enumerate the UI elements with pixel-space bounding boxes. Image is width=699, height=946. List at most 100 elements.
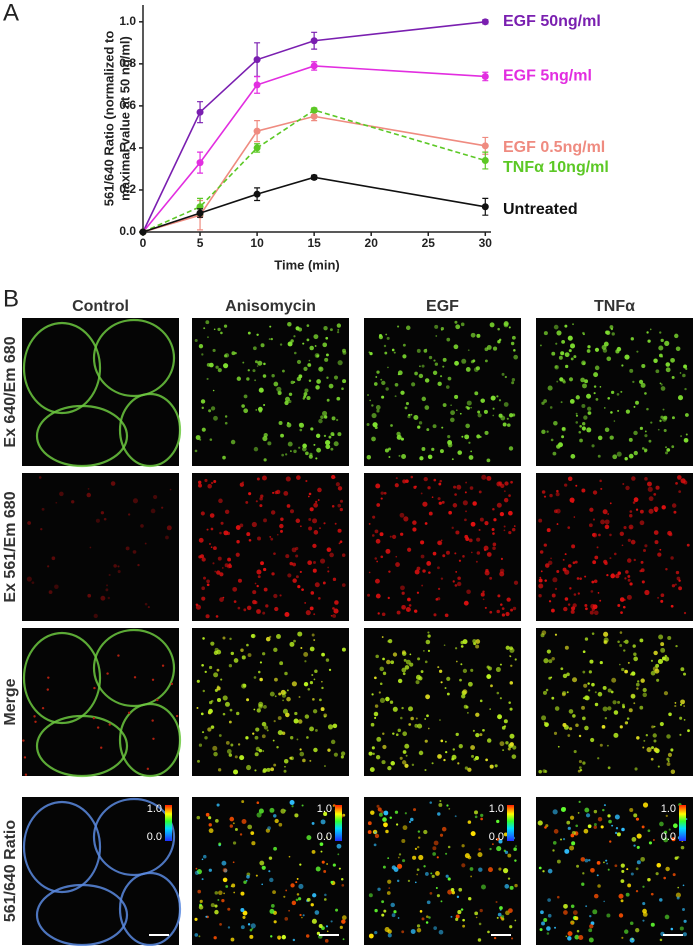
puncta xyxy=(326,548,330,552)
data-point xyxy=(310,37,318,45)
puncta xyxy=(457,581,462,587)
puncta xyxy=(609,533,612,537)
colorbar-label: 0.0 xyxy=(147,831,162,843)
puncta xyxy=(417,723,423,729)
puncta xyxy=(379,697,386,703)
puncta xyxy=(324,357,329,362)
puncta xyxy=(226,564,231,569)
puncta xyxy=(581,404,586,409)
puncta xyxy=(486,458,491,463)
puncta xyxy=(575,412,578,415)
puncta xyxy=(253,346,257,351)
puncta xyxy=(511,754,517,759)
puncta xyxy=(471,754,475,758)
puncta xyxy=(683,672,687,676)
puncta xyxy=(381,900,385,904)
puncta xyxy=(397,678,403,684)
puncta xyxy=(334,522,337,525)
puncta xyxy=(404,743,410,749)
puncta xyxy=(568,349,572,353)
puncta xyxy=(255,874,258,877)
puncta xyxy=(298,374,303,379)
puncta xyxy=(579,438,583,443)
puncta xyxy=(426,561,432,566)
puncta xyxy=(383,909,387,913)
puncta xyxy=(467,820,472,824)
puncta xyxy=(208,700,213,705)
data-point xyxy=(253,127,261,135)
puncta xyxy=(430,872,433,875)
puncta xyxy=(594,691,597,694)
x-tick-label: 30 xyxy=(479,236,493,250)
puncta xyxy=(450,410,456,416)
puncta xyxy=(496,481,502,487)
puncta xyxy=(283,691,287,695)
puncta xyxy=(653,739,657,743)
puncta xyxy=(213,480,217,484)
puncta xyxy=(397,370,403,376)
puncta xyxy=(584,379,589,384)
puncta xyxy=(341,883,345,887)
puncta xyxy=(256,477,260,481)
puncta xyxy=(625,409,631,414)
puncta xyxy=(321,860,325,864)
puncta xyxy=(575,824,579,828)
puncta xyxy=(391,348,395,352)
puncta xyxy=(276,533,279,536)
puncta xyxy=(674,333,679,339)
puncta xyxy=(125,546,130,551)
puncta xyxy=(333,752,338,757)
puncta xyxy=(592,909,598,915)
puncta xyxy=(231,351,236,356)
puncta xyxy=(210,725,215,729)
puncta xyxy=(329,328,333,332)
puncta xyxy=(407,609,409,612)
puncta xyxy=(277,730,283,736)
data-point xyxy=(481,203,489,211)
puncta xyxy=(261,721,267,727)
puncta xyxy=(624,577,627,580)
puncta xyxy=(215,615,219,618)
puncta xyxy=(561,339,566,344)
puncta xyxy=(594,702,599,707)
puncta xyxy=(569,845,575,851)
puncta xyxy=(295,881,298,884)
puncta xyxy=(468,538,473,543)
puncta xyxy=(497,340,501,344)
puncta xyxy=(208,868,212,872)
puncta xyxy=(440,900,443,903)
puncta xyxy=(636,845,640,849)
puncta xyxy=(298,883,304,890)
puncta xyxy=(108,573,111,577)
puncta xyxy=(657,552,662,557)
puncta xyxy=(381,612,386,617)
puncta xyxy=(220,678,223,681)
puncta xyxy=(260,561,264,566)
puncta xyxy=(408,706,413,712)
puncta xyxy=(381,395,385,399)
puncta xyxy=(493,518,497,522)
puncta xyxy=(478,848,481,851)
puncta xyxy=(230,439,236,445)
puncta xyxy=(587,682,590,685)
puncta xyxy=(261,883,263,886)
puncta xyxy=(108,723,111,726)
colorbar xyxy=(335,805,342,841)
puncta xyxy=(513,847,517,851)
puncta xyxy=(283,895,286,898)
puncta xyxy=(219,923,222,926)
puncta xyxy=(465,405,469,409)
puncta xyxy=(490,684,493,688)
puncta xyxy=(327,570,330,573)
puncta xyxy=(215,819,219,823)
puncta xyxy=(541,490,546,494)
puncta xyxy=(309,507,314,512)
puncta xyxy=(263,403,266,407)
puncta xyxy=(478,922,482,926)
puncta xyxy=(497,714,503,720)
puncta xyxy=(476,333,481,338)
puncta xyxy=(427,631,430,634)
puncta xyxy=(303,366,308,372)
puncta xyxy=(315,500,318,504)
puncta xyxy=(483,409,488,414)
